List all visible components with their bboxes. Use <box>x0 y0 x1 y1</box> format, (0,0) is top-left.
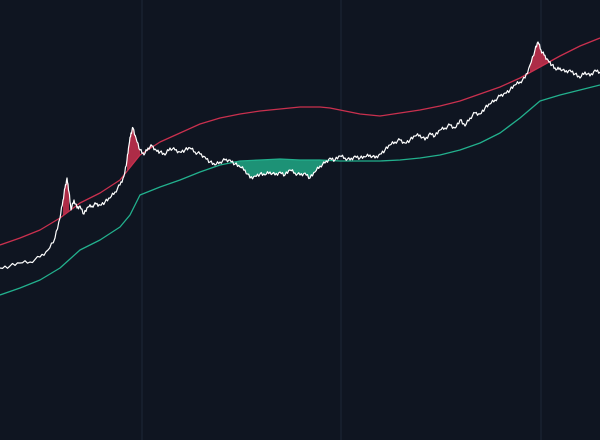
upper-band-line <box>0 37 600 246</box>
undervalue-fill-1 <box>235 159 325 178</box>
overheat-fill-1 <box>63 178 69 216</box>
price-line <box>0 41 600 269</box>
lower-band-line <box>0 84 600 296</box>
